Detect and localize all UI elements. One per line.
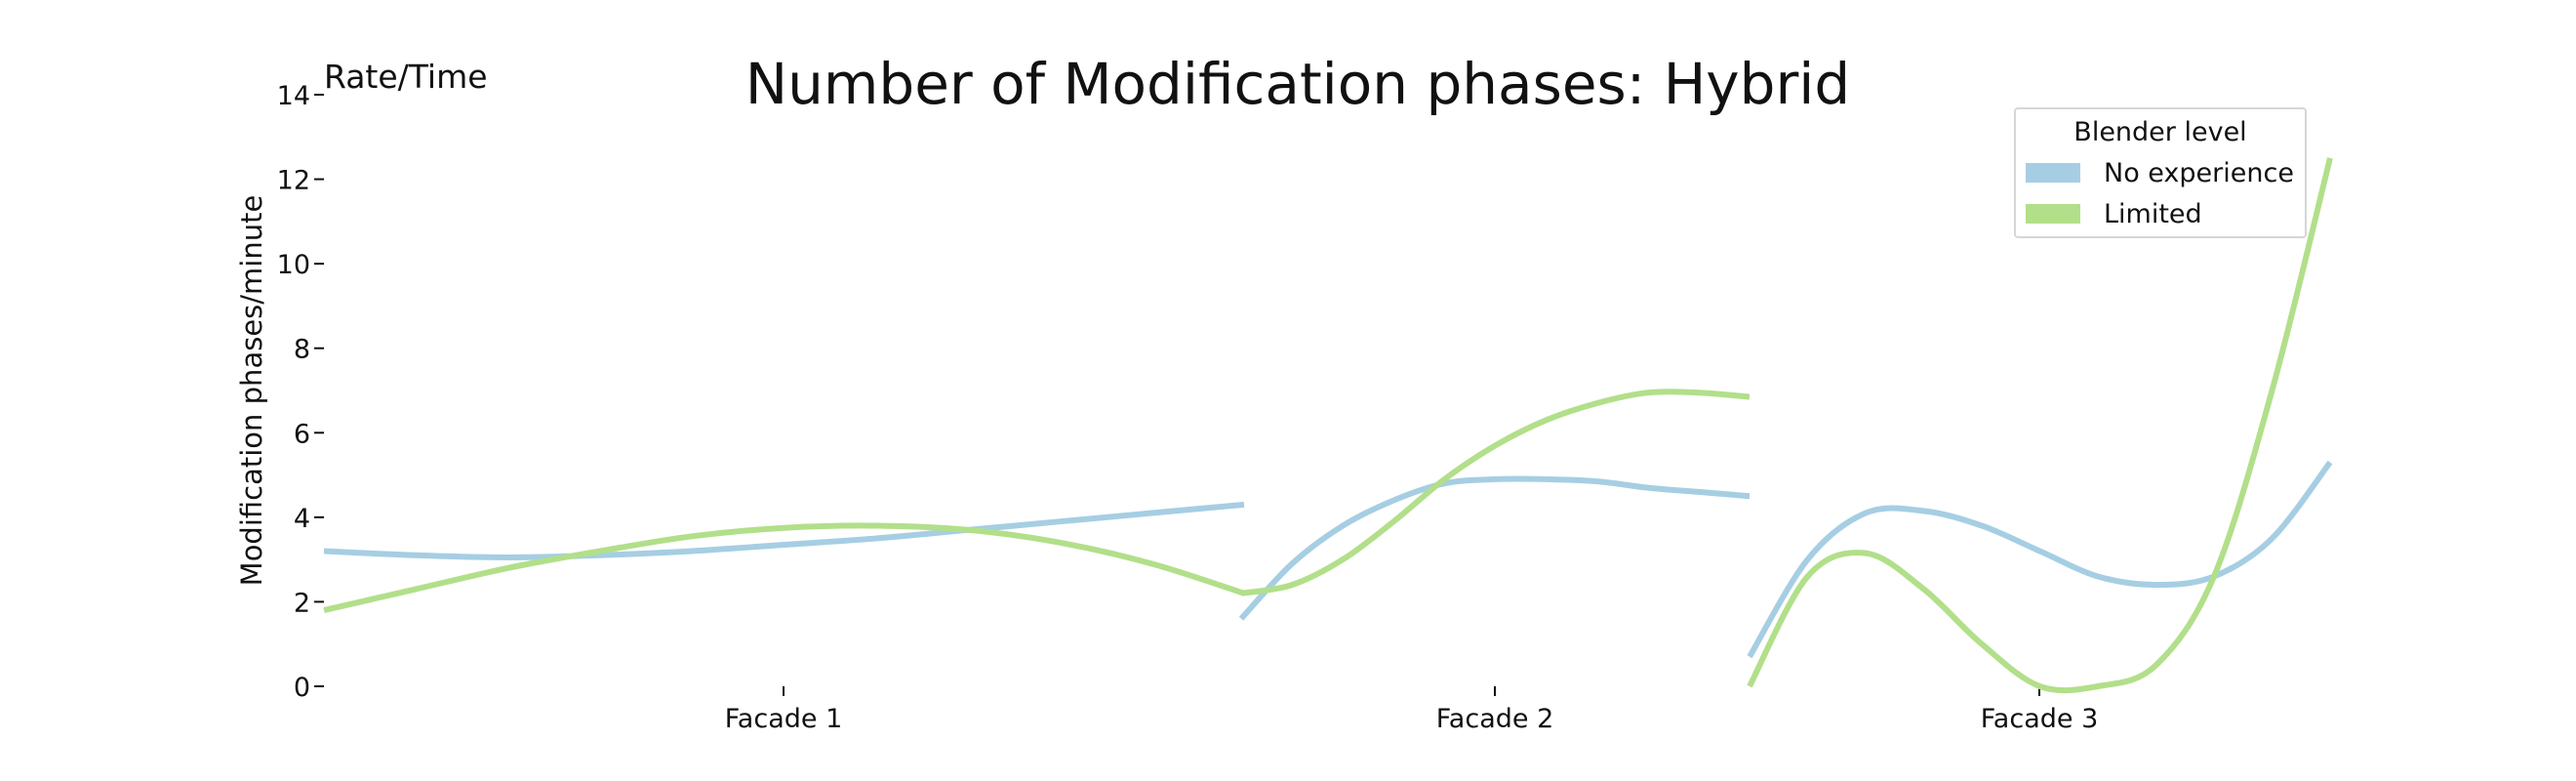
y-tick-label: 10	[277, 250, 310, 280]
x-tick-label: Facade 2	[1436, 704, 1554, 734]
legend-label-limited: Limited	[2104, 198, 2202, 229]
series-limited	[323, 157, 2333, 694]
legend-title: Blender level	[2073, 117, 2247, 147]
series-line-facade-1	[323, 501, 1245, 561]
series-line-facade-1	[323, 522, 1245, 614]
series-line-facade-3	[1747, 460, 2333, 659]
series-line-facade-3	[1747, 157, 2333, 694]
y-tick-label: 14	[277, 81, 310, 111]
legend-label-no-experience: No experience	[2104, 157, 2294, 188]
corner-label: Rate/Time	[324, 58, 488, 96]
y-axis-label: Modification phases/minute	[235, 195, 268, 587]
chart-title: Number of Modification phases: Hybrid	[745, 51, 1850, 117]
y-tick-label: 6	[294, 419, 310, 449]
y-tick-label: 8	[294, 335, 310, 365]
legend-swatch-limited	[2026, 204, 2080, 224]
y-tick-label: 2	[294, 588, 310, 618]
legend-item-no-experience: No experience	[2026, 157, 2294, 188]
y-tick-label: 4	[294, 504, 310, 534]
legend-item-limited: Limited	[2026, 198, 2202, 229]
series-no-experience	[323, 460, 2333, 659]
y-axis: 0 2 4 6 8 10 12 14	[277, 81, 324, 703]
y-tick-label: 12	[277, 166, 310, 196]
series-line-facade-2	[1238, 475, 1751, 621]
legend: Blender level No experience Limited	[2014, 107, 2307, 238]
series-layer	[323, 157, 2333, 694]
series-line-facade-2	[1240, 389, 1751, 596]
y-tick-label: 0	[294, 673, 310, 703]
x-tick-label: Facade 1	[725, 704, 843, 734]
x-axis: Facade 1 Facade 2 Facade 3	[725, 686, 2099, 734]
x-tick-label: Facade 3	[1981, 704, 2099, 734]
legend-swatch-no-experience	[2026, 163, 2080, 183]
